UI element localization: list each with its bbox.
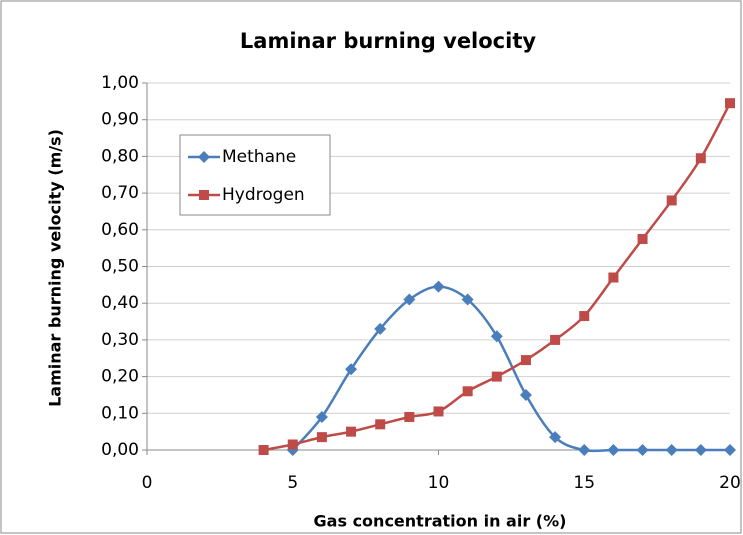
y-tick-label: 0,00 [101,440,139,460]
y-tick-label: 1,00 [101,73,139,93]
marker [665,444,678,456]
y-tick-label: 0,70 [101,183,139,203]
marker [346,426,357,437]
marker [315,410,328,423]
x-tick-label: 5 [287,473,298,493]
marker [666,195,677,206]
marker [198,151,210,163]
x-tick-label: 0 [142,473,153,493]
marker [637,233,648,244]
y-tick-label: 0,30 [101,330,139,350]
marker [491,371,502,382]
marker [461,293,474,306]
y-axis-title: Laminar burning velocity (m/s) [46,129,65,407]
marker [694,444,707,456]
marker [520,355,531,366]
marker [724,444,736,456]
marker [258,445,269,455]
x-axis-title: Gas concentration in air (%) [314,512,567,531]
legend-label: Methane [222,147,296,167]
legend-label: Hydrogen [222,185,305,205]
marker [375,419,386,430]
y-tick-label: 0,90 [101,110,139,130]
marker [403,293,416,306]
y-tick-label: 0,80 [101,146,139,166]
x-tick-label: 10 [428,473,450,493]
marker [608,272,619,283]
marker [549,431,562,444]
x-tick-label: 20 [719,473,741,493]
y-tick-label: 0,50 [101,257,139,277]
marker [725,98,735,109]
marker [695,153,706,164]
marker [374,322,387,335]
marker [433,406,444,417]
y-tick-label: 0,60 [101,220,139,240]
y-tick-label: 0,10 [101,403,139,423]
legend-box [179,134,331,216]
marker [199,190,209,200]
series-line [291,285,730,453]
marker [462,386,473,397]
marker [579,311,590,322]
marker [550,334,561,345]
x-tick-label: 15 [573,473,595,493]
marker [636,444,649,456]
marker [607,444,620,456]
marker [287,439,298,450]
chart-title: Laminar burning velocity [240,29,536,53]
legend: Methane Hydrogen [179,134,331,216]
marker [432,280,445,293]
y-tick-label: 0,40 [101,293,139,313]
marker [316,432,327,443]
y-tick-label: 0,20 [101,367,139,387]
marker [404,411,415,422]
marker [345,363,358,376]
marker [519,388,532,401]
marker [578,444,591,456]
marker [490,330,503,343]
